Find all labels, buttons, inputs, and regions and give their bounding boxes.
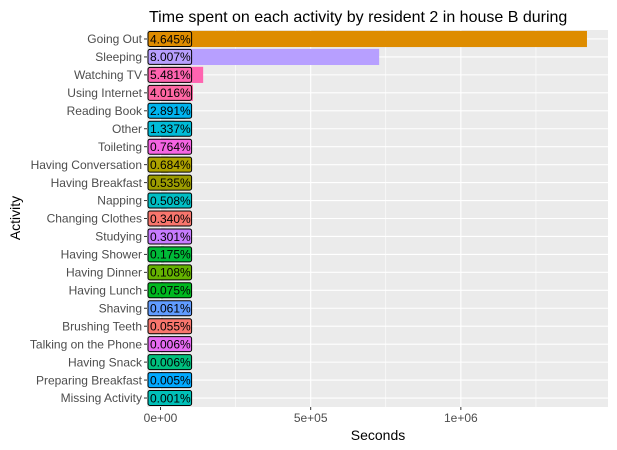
data-label-box [147,390,193,407]
y-axis-title: Activity [7,196,23,240]
y-tick-label: Shaving [99,301,142,315]
x-tick-label: 1e+06 [444,411,478,425]
data-label-box [147,102,193,119]
y-tick-label: Having Dinner [66,266,142,280]
y-tick-label: Going Out [87,32,142,46]
data-label: 0.006% [150,337,191,351]
data-label-box [147,246,193,263]
y-tick-label: Studying [95,230,142,244]
y-tick-label: Having Lunch [69,284,142,298]
data-label: 0.108% [150,266,191,280]
data-label: 0.061% [150,302,191,316]
data-label-box [147,174,193,191]
data-label: 0.535% [150,176,191,190]
bar [160,48,380,66]
data-label-box [147,336,193,353]
x-tick-label: 5e+05 [294,411,328,425]
y-tick-label: Having Shower [61,248,142,262]
y-tick-label: Using Internet [67,86,142,100]
data-label-box [147,354,193,371]
data-label: 0.764% [150,140,191,154]
x-axis-title: Seconds [351,427,405,443]
y-tick-label: Napping [97,194,142,208]
data-labels: 4.645% 8.007% 5.481% 4.016% 2.891% 1.337% 0.76… [147,30,193,407]
data-label: 0.001% [150,391,191,405]
data-label: 0.006% [150,355,191,369]
data-label: 4.645% [150,32,191,46]
data-label-box [147,156,193,173]
y-tick-label: Sleeping [95,50,142,64]
data-label-box [147,66,193,83]
data-label: 4.016% [150,86,191,100]
data-label: 0.301% [150,230,191,244]
data-label: 0.075% [150,284,191,298]
data-label: 0.005% [150,373,191,387]
y-tick-label: Having Snack [68,355,143,369]
y-tick-label: Having Conversation [31,158,142,172]
y-tick-label: Talking on the Phone [30,337,142,351]
data-label-box [147,372,193,389]
x-axis: 0e+00 5e+05 1e+06 [144,407,478,425]
data-label-box [147,210,193,227]
data-label-box [147,264,193,281]
data-label-box [147,228,193,245]
y-tick-label: Toileting [98,140,142,154]
data-label: 0.340% [150,212,191,226]
data-label-box [147,300,193,317]
data-label-box [147,138,193,155]
y-axis: Going Out Sleeping Watching TV Using Intern… [30,32,147,405]
data-label-box [147,84,193,101]
y-tick-label: Preparing Breakfast [36,373,143,387]
data-label-box [147,192,193,209]
chart-title: Time spent on each activity by resident … [149,9,567,26]
data-label-box [147,30,193,47]
y-tick-label: Other [112,122,142,136]
data-label: 8.007% [150,50,191,64]
data-label-box [147,120,193,137]
data-label: 0.684% [150,158,191,172]
data-label: 0.055% [150,320,191,334]
data-label-box [147,48,193,65]
y-tick-label: Reading Book [67,104,143,118]
data-label: 0.175% [150,248,191,262]
data-label: 2.891% [150,104,191,118]
data-label: 5.481% [150,68,191,82]
y-tick-label: Watching TV [74,68,142,82]
y-tick-label: Brushing Teeth [62,319,142,333]
bar [160,30,587,48]
data-label: 0.508% [150,194,191,208]
y-tick-label: Changing Clothes [47,212,142,226]
data-label: 1.337% [150,122,191,136]
y-tick-label: Missing Activity [61,391,142,405]
x-tick-label: 0e+00 [144,411,178,425]
grid-lines [147,30,608,407]
data-label-box [147,318,193,335]
data-label-box [147,282,193,299]
y-tick-label: Having Breakfast [51,176,143,190]
